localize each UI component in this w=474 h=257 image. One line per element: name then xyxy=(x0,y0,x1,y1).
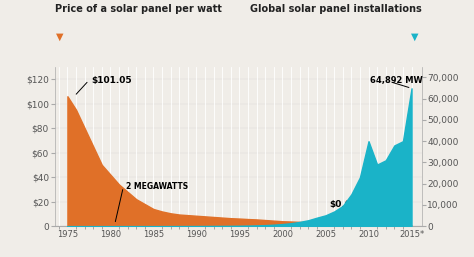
Text: Price of a solar panel per watt: Price of a solar panel per watt xyxy=(55,4,221,14)
Text: 2 MEGAWATTS: 2 MEGAWATTS xyxy=(126,182,188,191)
Text: $0.61: $0.61 xyxy=(330,200,358,209)
Text: $101.05: $101.05 xyxy=(91,76,132,85)
Text: ▼: ▼ xyxy=(410,32,418,42)
Text: Global solar panel installations: Global solar panel installations xyxy=(250,4,422,14)
Text: 64,892 MW: 64,892 MW xyxy=(370,76,423,85)
Text: ▼: ▼ xyxy=(56,32,64,42)
